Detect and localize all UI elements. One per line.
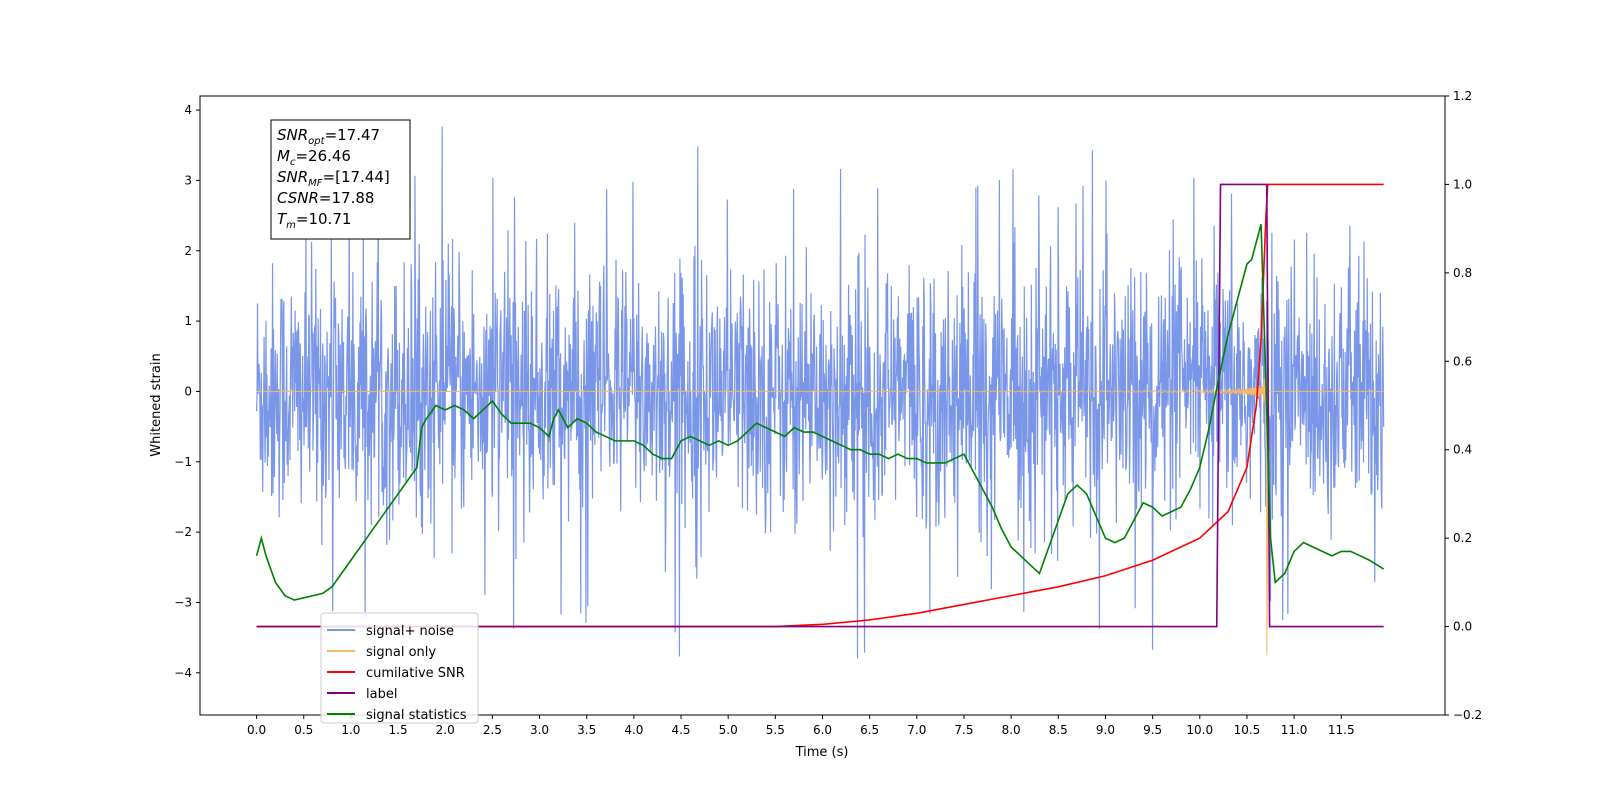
legend-frame — [320, 612, 479, 724]
annotation-symbol: SNR — [277, 126, 308, 144]
y2-tick-label: 0.2 — [1453, 531, 1472, 545]
y-tick-label: 3 — [184, 173, 192, 187]
x-tick-label: 1.0 — [341, 723, 360, 737]
annotation-value: =10.71 — [296, 210, 352, 228]
y-tick-label: 1 — [184, 314, 192, 328]
legend-label: signal+ noise — [366, 624, 454, 639]
legend-label: signal statistics — [366, 708, 467, 723]
x-tick-label: 8.5 — [1049, 723, 1068, 737]
legend: signal+ noise signal only cumilative SNR la… — [320, 612, 479, 724]
annotation-subscript: opt — [308, 136, 325, 147]
x-tick-label: 1.5 — [389, 723, 408, 737]
x-tick-label: 9.5 — [1143, 723, 1162, 737]
series-signal-statistics-line — [255, 224, 1385, 601]
y-tick-label: 0 — [184, 384, 192, 398]
y-tick-label: −2 — [174, 525, 192, 539]
annotation-frame — [270, 119, 411, 240]
y2-tick-label: 1.2 — [1453, 89, 1472, 103]
x-tick-label: 2.0 — [436, 723, 455, 737]
y2-tick-label: 0.0 — [1453, 620, 1472, 634]
x-tick-label: 3.5 — [577, 723, 596, 737]
annotation-line: SNRopt=17.47 — [277, 126, 380, 147]
annotation-value: =26.46 — [295, 147, 351, 165]
y-tick-label: 2 — [184, 244, 192, 258]
annotation-symbol: CSNR — [277, 189, 319, 207]
x-tick-label: 0.0 — [247, 723, 266, 737]
x-tick-label: 9.0 — [1096, 723, 1115, 737]
y2-tick-label: 0.8 — [1453, 266, 1472, 280]
x-tick-label: 3.0 — [530, 723, 549, 737]
series-label-line — [256, 183, 1384, 628]
x-tick-label: 10.0 — [1186, 723, 1213, 737]
annotation-line: SNRMF=[17.44] — [277, 168, 390, 189]
annotation-symbol: M — [277, 147, 290, 165]
y-tick-label: −4 — [174, 666, 192, 680]
y-tick-label: 4 — [184, 103, 192, 117]
series-signal-only-line — [256, 367, 1384, 656]
x-tick-label: 4.5 — [671, 723, 690, 737]
annotation-subscript: MF — [308, 178, 323, 189]
x-tick-label: 11.0 — [1281, 723, 1308, 737]
series-cumulative-snr-line — [256, 183, 1384, 628]
annotation-subscript: c — [290, 157, 296, 168]
annotation-value: =17.47 — [325, 126, 381, 144]
x-axis-label: Time (s) — [795, 745, 849, 760]
annotation-box: SNRopt=17.47Mc=26.46SNRMF=[17.44]CSNR=17… — [270, 119, 411, 240]
legend-label: signal only — [366, 645, 436, 660]
annotation-value: =17.88 — [319, 189, 375, 207]
x-tick-label: 5.0 — [719, 723, 738, 737]
y2-tick-label: 1.0 — [1453, 177, 1472, 191]
annotation-symbol: SNR — [277, 168, 308, 186]
x-tick-label: 7.0 — [907, 723, 926, 737]
annotation-value: =[17.44] — [323, 168, 390, 186]
x-tick-label: 2.5 — [483, 723, 502, 737]
x-tick-label: 0.5 — [294, 723, 313, 737]
annotation-subscript: m — [286, 220, 296, 231]
y-axis-label: Whitened strain — [149, 353, 164, 456]
y2-tick-label: −0.2 — [1453, 708, 1482, 722]
x-tick-label: 6.0 — [813, 723, 832, 737]
x-tick-label: 4.0 — [624, 723, 643, 737]
x-tick-label: 11.5 — [1328, 723, 1355, 737]
annotation-line: CSNR=17.88 — [277, 189, 374, 207]
annotation-line: Mc=26.46 — [277, 147, 351, 168]
x-tick-label: 8.0 — [1002, 723, 1021, 737]
y2-tick-label: 0.6 — [1453, 354, 1472, 368]
annotation-line: Tm=10.71 — [277, 210, 351, 231]
x-tick-label: 6.5 — [860, 723, 879, 737]
x-tick-label: 5.5 — [766, 723, 785, 737]
y2-tick-label: 0.4 — [1453, 443, 1472, 457]
legend-label: cumilative SNR — [366, 666, 465, 681]
y-tick-label: −1 — [174, 455, 192, 469]
x-tick-label: 10.5 — [1234, 723, 1261, 737]
x-tick-label: 7.5 — [954, 723, 973, 737]
annotation-symbol: T — [277, 210, 288, 228]
legend-label: label — [366, 687, 397, 702]
y-tick-label: −3 — [174, 595, 192, 609]
